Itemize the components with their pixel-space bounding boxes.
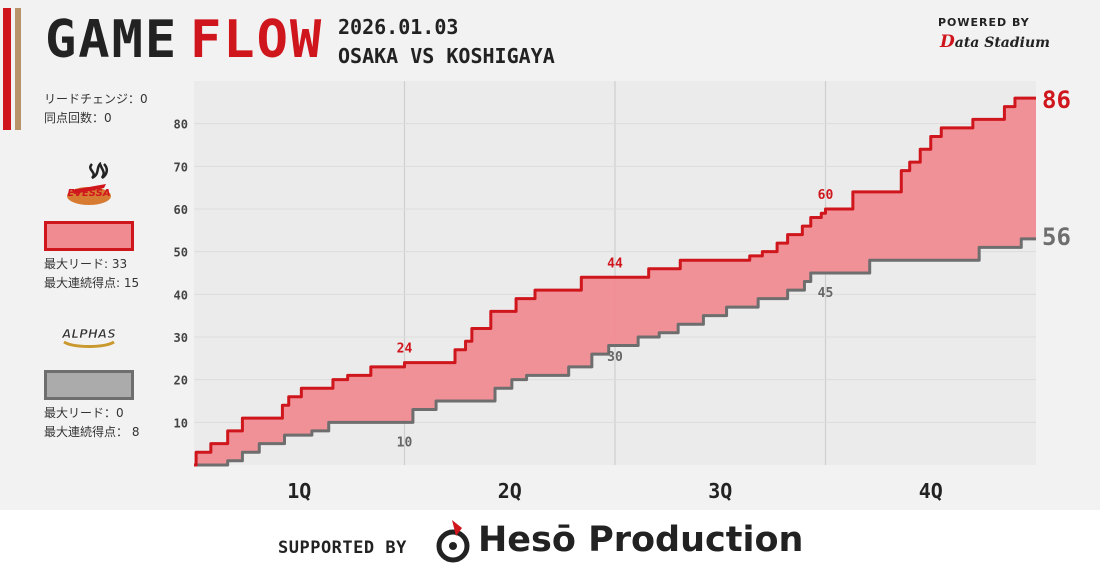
y-tick-label: 40 [174, 288, 188, 302]
quarter-label: 4Q [919, 479, 943, 503]
data-stadium-name: ata Stadium [954, 35, 1050, 51]
supported-by-label: SUPPORTED BY [278, 538, 407, 558]
osaka-score-label: 24 [397, 342, 413, 357]
game-flow-chart: 10 20 30 40 50 60 70 80 1Q 2Q 3Q 4Q 24 44 60 10 30 45 86 56 [174, 81, 1071, 503]
koshigaya-max-run: 最大連続得点： 8 [44, 425, 140, 439]
osaka-final-score: 86 [1042, 86, 1071, 114]
data-stadium-logo: Data Stadium [940, 32, 1050, 52]
y-tick-label: 10 [174, 416, 188, 430]
koshigaya-score-label: 10 [397, 435, 413, 450]
y-tick-label: 70 [174, 160, 188, 174]
osaka-legend-swatch [44, 221, 134, 251]
osaka-score-label: 44 [607, 256, 623, 271]
y-tick-label: 20 [174, 374, 188, 388]
alphas-logo-text: ALPHAS [61, 327, 116, 341]
quarter-label: 3Q [708, 479, 732, 503]
osaka-max-run: 最大連続得点: 15 [44, 276, 140, 290]
page-title-game: GAME [45, 10, 179, 70]
osaka-score-line [194, 96, 1036, 467]
data-stadium-initial: D [940, 32, 955, 52]
quarter-label: 1Q [287, 479, 311, 503]
koshigaya-final-score: 56 [1042, 223, 1071, 251]
accent-bar-red [3, 8, 11, 130]
y-tick-label: 50 [174, 246, 188, 260]
game-date: 2026.01.03 [338, 15, 459, 39]
y-tick-label: 30 [174, 331, 188, 345]
heso-production-logo-icon [436, 520, 470, 563]
koshigaya-score-line [194, 237, 1036, 467]
matchup: OSAKA VS KOSHIGAYA [338, 44, 555, 68]
y-tick-label: 80 [174, 118, 188, 132]
evessa-logo: EVESSA [67, 162, 111, 205]
koshigaya-score-label: 45 [818, 286, 834, 301]
powered-by-label: POWERED BY [938, 16, 1030, 29]
evessa-logo-text: EVESSA [67, 188, 110, 199]
osaka-max-lead: 最大リード: 33 [44, 257, 128, 271]
koshigaya-score-label: 30 [607, 350, 623, 365]
quarter-label: 2Q [498, 479, 522, 503]
koshigaya-max-lead: 最大リード：0 [44, 406, 124, 420]
accent-bar-gold [15, 8, 21, 130]
page-title-flow: FLOW [190, 10, 324, 70]
y-tick-label: 60 [174, 203, 188, 217]
lead-margin-area [194, 98, 1036, 466]
koshigaya-legend-swatch [44, 370, 134, 400]
osaka-score-label: 60 [818, 188, 834, 203]
ties-count: 同点回数：0 [44, 111, 112, 125]
footer [0, 510, 1100, 570]
lead-changes: リードチェンジ：0 [44, 92, 148, 106]
sponsor-name: Hesō Production [478, 520, 804, 560]
alphas-logo: ALPHAS [61, 327, 116, 348]
